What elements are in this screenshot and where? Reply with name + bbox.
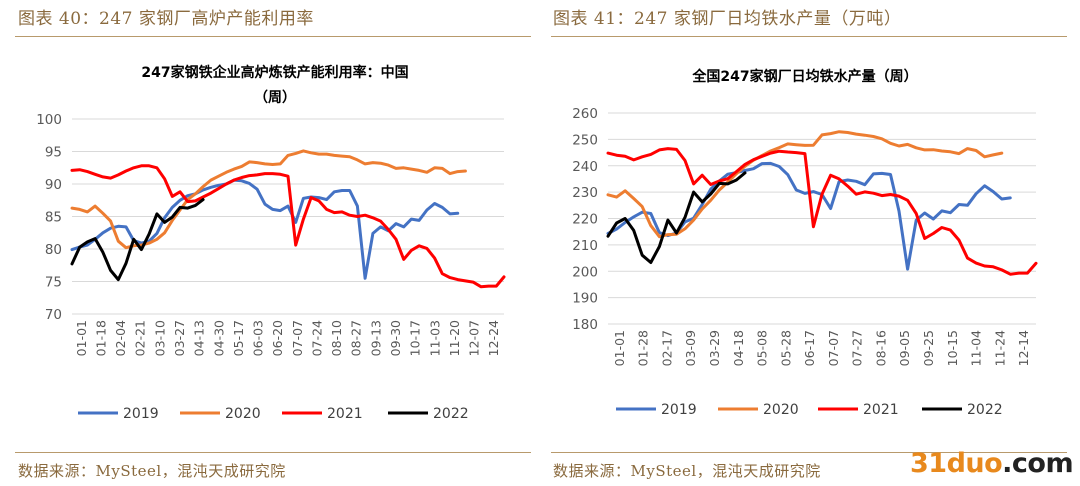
x-tick-label: 10-17 [408,320,423,356]
x-tick-label: 01-01 [612,330,627,366]
legend-label-2022: 2022 [433,406,469,422]
x-tick-label: 04-13 [192,320,207,356]
x-tick-label: 03-27 [172,320,187,356]
source-rule-left [15,452,531,453]
legend-label-2021: 2021 [863,402,899,418]
x-tick-label: 01-01 [74,320,89,356]
series-line-2020 [606,130,1004,239]
y-axis-ticks: 260 250 240 230 220 210 200 190 180 [572,106,598,333]
y-tick-label: 250 [572,132,598,148]
caption-rule-right [551,36,1067,37]
legend-label-2020: 2020 [225,406,261,422]
y-tick-label: 190 [572,291,598,307]
legend-label-2022: 2022 [967,402,1003,418]
legend-label-2020: 2020 [763,402,799,418]
x-tick-label: 12-07 [467,320,482,356]
figure-41-caption: 图表 41：247 家钢厂日均铁水产量（万吨） [553,9,902,29]
x-tick-label: 05-28 [778,330,793,366]
series-line-2019 [70,178,460,280]
x-tick-label: 11-20 [447,320,462,356]
watermark-part-2: .com [1002,448,1074,479]
y-axis-ticks: 100 95 90 85 80 75 70 [36,112,62,323]
source-rule-right [551,452,1067,453]
series-lines [606,130,1038,276]
y-tick-label: 260 [572,106,598,122]
x-tick-label: 03-09 [683,330,698,366]
x-tick-label: 11-04 [969,330,984,366]
y-tick-label: 85 [45,210,62,226]
x-tick-label: 09-05 [897,330,912,366]
legend: 2019 2020 2021 2022 [616,402,1003,418]
series-line-2022 [70,198,205,282]
x-tick-label: 07-07 [290,320,305,356]
legend-label-2021: 2021 [327,406,363,422]
capacity-utilization-chart: 247家钢铁企业高炉炼铁产能利用率：中国 （周） 100 95 90 85 80 75 70… [36,64,506,422]
x-tick-label: 07-24 [309,320,324,356]
legend-label-2019: 2019 [661,402,697,418]
x-tick-label: 09-13 [368,320,383,356]
x-tick-label: 10-15 [945,330,960,366]
x-axis-ticks: 01-01 01-28 02-17 03-09 03-29 04-18 05-08 05-28… [612,330,1031,366]
x-tick-label: 01-18 [93,320,108,356]
y-tick-label: 100 [36,112,62,128]
x-tick-label: 08-10 [329,320,344,356]
site-watermark-logo: 31duo.com [910,448,1074,479]
x-tick-label: 01-28 [636,330,651,366]
y-tick-label: 200 [572,264,598,280]
figure-41-source: 数据来源：MySteel，混沌天成研究院 [553,462,821,480]
x-tick-label: 12-24 [486,320,501,356]
chart-title-line-2: （周） [254,90,296,106]
x-tick-label: 09-25 [921,330,936,366]
x-axis-ticks: 01-01 01-18 02-04 02-21 03-10 03-27 04-13 04-30… [74,320,501,356]
x-tick-label: 05-08 [755,330,770,366]
y-tick-label: 70 [45,307,62,323]
x-tick-label: 06-03 [251,320,266,356]
x-tick-label: 04-18 [731,330,746,366]
caption-rule-left [15,36,531,37]
gridlines [72,118,504,315]
x-tick-label: 02-17 [659,330,674,366]
x-tick-label: 11-03 [427,320,442,356]
x-tick-label: 03-10 [152,320,167,356]
chart-title-line-1: 247家钢铁企业高炉炼铁产能利用率：中国 [141,64,408,81]
series-line-2021 [70,164,506,289]
watermark-part-1: 31duo [910,448,1003,479]
x-tick-label: 07-27 [850,330,865,366]
chart-title-line-1: 全国247家钢厂日均铁水产量（周） [691,68,917,85]
y-tick-label: 95 [45,145,62,161]
figure-40-source: 数据来源：MySteel，混沌天成研究院 [18,462,286,480]
legend: 2019 2020 2021 2022 [78,406,469,422]
series-line-2021 [606,147,1038,276]
x-tick-label: 07-07 [826,330,841,366]
x-tick-label: 06-17 [802,330,817,366]
x-tick-label: 08-27 [349,320,364,356]
y-tick-label: 210 [572,238,598,254]
x-tick-label: 09-30 [388,320,403,356]
y-tick-label: 240 [572,159,598,175]
figure-40-caption: 图表 40：247 家钢厂高炉产能利用率 [18,9,314,29]
x-tick-label: 12-14 [1016,330,1031,366]
x-tick-label: 05-17 [231,320,246,356]
y-tick-label: 230 [572,185,598,201]
hot-metal-output-chart: 全国247家钢厂日均铁水产量（周） 260 250 240 230 220 210 200 1… [572,68,1038,418]
x-tick-label: 11-24 [992,330,1007,366]
x-tick-label: 04-30 [211,320,226,356]
y-tick-label: 180 [572,317,598,333]
series-line-2022 [606,171,747,264]
legend-label-2019: 2019 [123,406,159,422]
series-lines [70,149,506,289]
y-tick-label: 75 [45,275,62,291]
x-tick-label: 08-16 [873,330,888,366]
x-tick-label: 02-04 [113,320,128,356]
y-tick-label: 220 [572,212,598,228]
y-tick-label: 80 [45,242,62,258]
y-tick-label: 90 [45,177,62,193]
x-tick-label: 03-29 [707,330,722,366]
gridlines [608,112,1036,325]
x-tick-label: 06-20 [270,320,285,356]
x-tick-label: 02-21 [133,320,148,356]
